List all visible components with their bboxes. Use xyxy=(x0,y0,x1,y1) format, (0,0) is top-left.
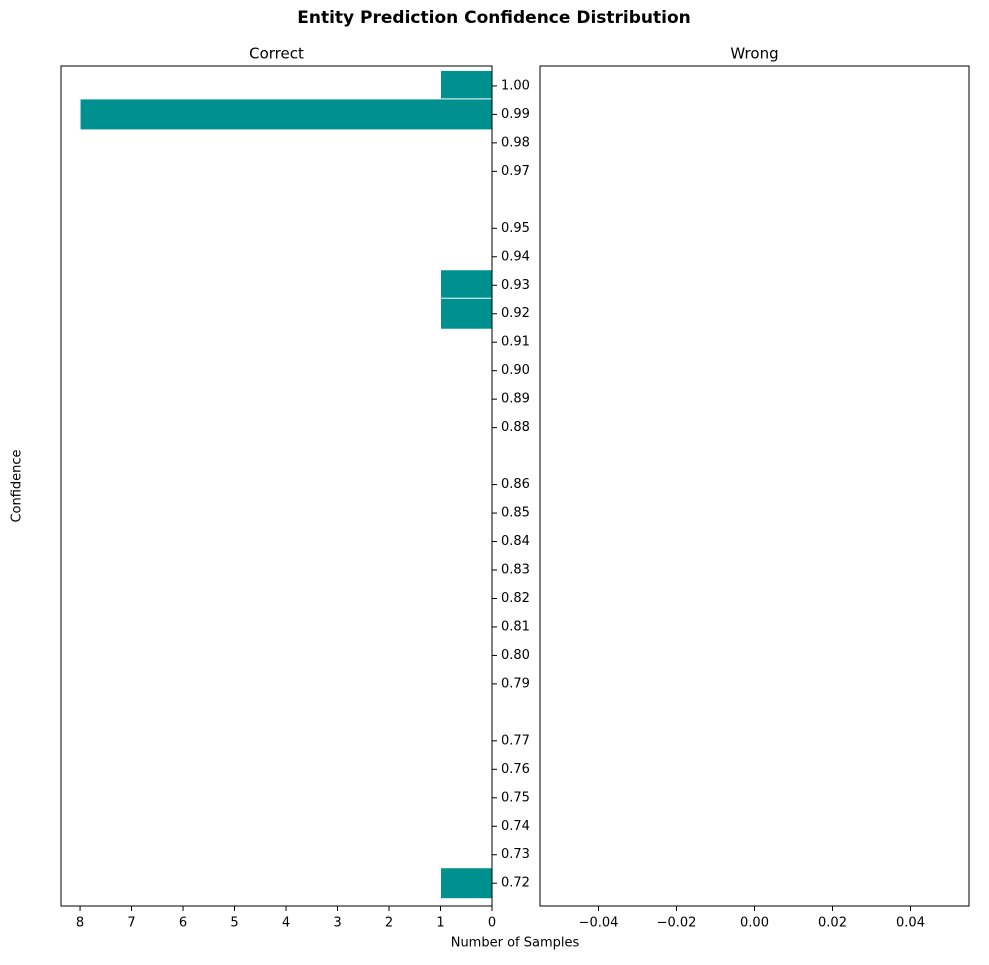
x-tick-label: 0 xyxy=(488,916,496,931)
bar xyxy=(440,297,493,330)
plot-frame xyxy=(60,65,493,907)
y-axis-label: Confidence xyxy=(10,449,25,522)
plot-frame xyxy=(539,65,970,907)
x-tick-label: 1 xyxy=(436,916,444,931)
y-tick-label: 0.73 xyxy=(501,847,530,862)
x-tick-label: 0.02 xyxy=(818,916,847,931)
y-tick-label: 0.84 xyxy=(501,534,530,549)
y-tick-label: 0.99 xyxy=(501,107,530,122)
y-tick-label: 0.77 xyxy=(501,733,530,748)
y-tick-label: 0.75 xyxy=(501,790,530,805)
y-tick-label: 0.94 xyxy=(501,249,530,264)
x-tick-label: 4 xyxy=(282,916,290,931)
y-tick-label: 0.95 xyxy=(501,221,530,236)
y-tick-label: 0.88 xyxy=(501,420,530,435)
y-tick-label: 0.92 xyxy=(501,306,530,321)
bar xyxy=(440,269,493,302)
bar xyxy=(79,98,493,131)
y-tick-label: 0.85 xyxy=(501,506,530,521)
y-tick-label: 0.89 xyxy=(501,392,530,407)
x-tick-label: 5 xyxy=(230,916,238,931)
x-tick-label: −0.02 xyxy=(657,916,697,931)
y-tick-label: 0.74 xyxy=(501,819,530,834)
y-tick-label: 0.97 xyxy=(501,164,530,179)
y-tick-label: 0.98 xyxy=(501,135,530,150)
y-tick-label: 0.86 xyxy=(501,477,530,492)
y-tick-label: 0.72 xyxy=(501,876,530,891)
y-tick-label: 0.82 xyxy=(501,591,530,606)
y-tick-label: 0.79 xyxy=(501,676,530,691)
y-tick-label: 0.81 xyxy=(501,619,530,634)
y-tick-label: 0.80 xyxy=(501,648,530,663)
y-tick-label: 0.83 xyxy=(501,563,530,578)
y-tick-label: 0.90 xyxy=(501,363,530,378)
panel-title: Wrong xyxy=(730,45,778,63)
x-tick-label: 0.04 xyxy=(896,916,925,931)
chart-title: Entity Prediction Confidence Distributio… xyxy=(297,8,690,28)
x-tick-label: 7 xyxy=(127,916,135,931)
x-tick-label: 0.00 xyxy=(740,916,769,931)
bar xyxy=(440,867,493,900)
x-axis-label: Number of Samples xyxy=(451,936,580,951)
y-tick-label: 0.93 xyxy=(501,278,530,293)
y-tick-label: 0.91 xyxy=(501,335,530,350)
x-tick-label: 2 xyxy=(385,916,393,931)
x-tick-label: 8 xyxy=(76,916,84,931)
y-tick-label: 0.76 xyxy=(501,762,530,777)
x-tick-label: 3 xyxy=(333,916,341,931)
y-tick-label: 1.00 xyxy=(501,78,530,93)
bar xyxy=(440,69,493,102)
x-tick-label: 6 xyxy=(179,916,187,931)
x-tick-label: −0.04 xyxy=(579,916,619,931)
panel-title: Correct xyxy=(249,45,304,63)
